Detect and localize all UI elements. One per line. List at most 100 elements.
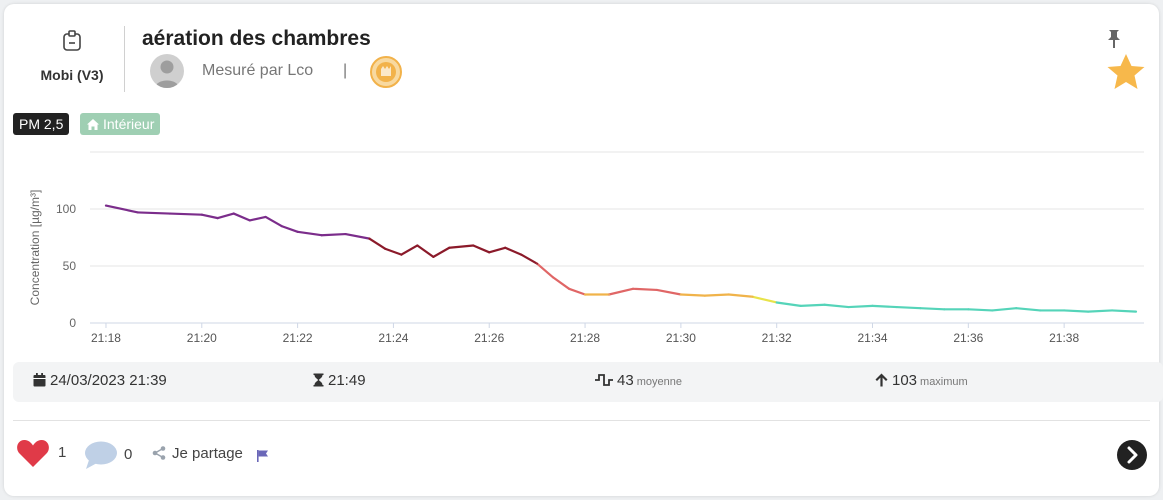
- chart-data-point: [775, 301, 778, 304]
- chart-line-segment: [504, 246, 523, 256]
- chart-data-point: [400, 253, 403, 256]
- chart-data-point: [799, 305, 802, 307]
- chart-line-segment: [567, 287, 587, 296]
- chart-data-point: [751, 295, 754, 298]
- chart-data-point: [520, 253, 523, 256]
- chart-line-segment: [895, 305, 922, 310]
- user-avatar[interactable]: [150, 54, 184, 88]
- chart-data-point: [232, 212, 235, 215]
- measurement-date: 24/03/2023 21:39: [50, 372, 167, 389]
- chart-line-segment: [384, 247, 403, 256]
- chevron-right-icon: [1127, 446, 1138, 464]
- chart-line-segment: [679, 293, 706, 297]
- header-divider: [124, 26, 125, 92]
- chart-data-point: [280, 225, 283, 227]
- chart-line-segment: [607, 287, 635, 296]
- chart-data-point: [368, 237, 371, 240]
- chart-line-segment: [416, 244, 435, 258]
- chart-line-segment: [104, 204, 140, 214]
- chart-data-point: [488, 251, 491, 254]
- chart-data-point: [1087, 310, 1090, 313]
- chart-line-segment: [472, 244, 491, 254]
- chart-data-point: [1135, 310, 1137, 313]
- chart-line-segment: [1087, 309, 1114, 313]
- chart-data-point: [943, 308, 946, 311]
- chart-data-point: [584, 293, 586, 296]
- like-button[interactable]: 1: [16, 438, 66, 468]
- chart-data-point: [895, 306, 898, 308]
- measured-by-text[interactable]: Mesuré par Lco: [202, 62, 314, 79]
- chart-y-tick-label: 0: [69, 316, 76, 330]
- chart-data-point: [432, 255, 435, 258]
- stats-bar: 24/03/2023 21:39 21:49 43 moyenne 103 maxi…: [13, 362, 1163, 402]
- chart-data-point: [919, 307, 922, 310]
- achievement-badge-icon[interactable]: [370, 56, 402, 88]
- chart-x-tick-label: 21:20: [187, 331, 217, 345]
- chart-line-segment: [703, 293, 730, 297]
- report-flag-icon[interactable]: [256, 449, 270, 463]
- chart-line-segment: [775, 301, 802, 307]
- chart-data-point: [448, 246, 451, 249]
- header-separator: |: [343, 62, 348, 79]
- measurement-duration: 21:49: [328, 372, 366, 389]
- chart-data-point: [568, 287, 570, 290]
- chart-data-point: [727, 293, 730, 296]
- chart-line-segment: [919, 307, 946, 311]
- chart-data-point: [847, 306, 850, 308]
- chart-data-point: [703, 294, 706, 297]
- chart-x-tick-label: 21:30: [666, 331, 696, 345]
- chart-data-point: [1015, 307, 1018, 310]
- chart-line-segment: [655, 288, 682, 296]
- chart-data-point: [320, 234, 323, 237]
- chart-data-point: [472, 244, 475, 247]
- comment-bubble-icon: [85, 441, 117, 469]
- chart-data-point: [168, 212, 171, 215]
- chart-line-segment: [823, 303, 850, 309]
- calendar-icon: [33, 373, 46, 387]
- chart-data-point: [1063, 309, 1066, 312]
- chart-data-point: [871, 305, 874, 307]
- chart-line-segment: [967, 308, 994, 312]
- chart-data-point: [296, 230, 299, 233]
- chart-line-segment: [344, 232, 371, 240]
- share-label: Je partage: [172, 445, 243, 462]
- chart-line-segment: [488, 246, 507, 254]
- chart-data-point: [344, 233, 347, 235]
- chart-data-point: [552, 276, 555, 279]
- device-info[interactable]: Mobi (V3): [22, 26, 122, 83]
- chart-line-segment: [536, 262, 555, 279]
- user-silhouette-icon: [155, 60, 179, 88]
- pollutant-tag: PM 2,5: [13, 113, 70, 135]
- average-wave-icon: [595, 374, 613, 386]
- chart-y-tick-label: 100: [56, 202, 76, 216]
- maximum-stat: 103 maximum: [875, 372, 968, 389]
- chart-data-point: [416, 244, 419, 247]
- comment-count: 0: [124, 445, 133, 463]
- chart-line-segment: [280, 224, 299, 233]
- share-button[interactable]: Je partage: [152, 445, 243, 462]
- chart-data-point: [504, 246, 507, 249]
- chart-x-tick-label: 21:32: [762, 331, 792, 345]
- measurement-title[interactable]: aération des chambres: [142, 27, 371, 50]
- footer-divider: [13, 420, 1150, 421]
- chart-data-point: [967, 308, 970, 311]
- chart-x-tick-label: 21:36: [953, 331, 983, 345]
- chart-line-segment: [1015, 307, 1042, 312]
- concentration-chart: 0 50 100 Concentration [µg/m³] 21:18 21:20 21:…: [28, 151, 1144, 345]
- chart-data-point: [823, 303, 826, 306]
- chart-line-segment: [871, 304, 898, 309]
- maximum-value: 103: [892, 372, 918, 389]
- pin-icon[interactable]: [1104, 28, 1124, 50]
- chart-line-segment: [727, 293, 754, 298]
- chart-data-point: [1039, 309, 1042, 312]
- like-count: 1: [58, 443, 67, 461]
- chart-line-segment: [136, 211, 171, 215]
- chart-line-segment: [847, 304, 874, 309]
- favorite-star-icon[interactable]: [1104, 52, 1148, 92]
- device-name: Mobi (V3): [40, 67, 104, 83]
- chart-line-segment: [1063, 309, 1090, 313]
- chart-data-point: [105, 204, 107, 207]
- chart-line-segment: [991, 307, 1018, 312]
- comment-button[interactable]: 0: [84, 440, 132, 470]
- open-details-button[interactable]: [1117, 440, 1147, 470]
